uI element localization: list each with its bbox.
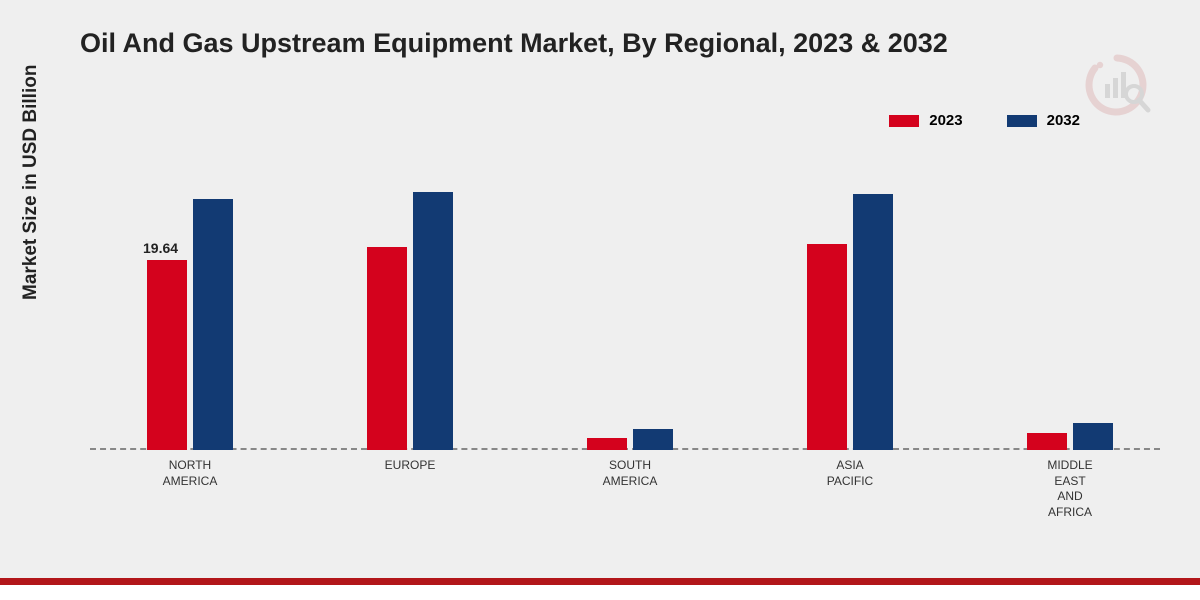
legend-item-2032: 2032 — [1007, 112, 1080, 129]
bar-group — [1027, 423, 1113, 450]
bar — [633, 429, 673, 450]
bar-value-label: 19.64 — [143, 240, 178, 256]
chart-title: Oil And Gas Upstream Equipment Market, B… — [80, 28, 948, 59]
bar-group: 19.64 — [147, 199, 233, 450]
bar — [587, 438, 627, 450]
bar — [1027, 433, 1067, 450]
bar — [367, 247, 407, 450]
x-axis-label: NORTH AMERICA — [130, 458, 250, 489]
bar-group — [587, 429, 673, 450]
legend-swatch-2023 — [889, 115, 919, 127]
x-axis-label: EUROPE — [350, 458, 470, 474]
bar — [413, 192, 453, 450]
bar-group — [807, 194, 893, 450]
x-axis-label: ASIA PACIFIC — [790, 458, 910, 489]
x-axis-label: MIDDLE EAST AND AFRICA — [1010, 458, 1130, 520]
bar — [147, 260, 187, 450]
legend: 2023 2032 — [889, 112, 1080, 129]
plot-area: 19.64 — [90, 160, 1160, 450]
legend-label-2023: 2023 — [929, 112, 962, 129]
bar-group — [367, 192, 453, 450]
brand-watermark-icon — [1082, 54, 1152, 121]
bar — [853, 194, 893, 450]
bar — [193, 199, 233, 450]
legend-item-2023: 2023 — [889, 112, 962, 129]
bar — [807, 244, 847, 450]
x-axis-label: SOUTH AMERICA — [570, 458, 690, 489]
footer-bar — [0, 578, 1200, 600]
legend-swatch-2032 — [1007, 115, 1037, 127]
bar — [1073, 423, 1113, 450]
legend-label-2032: 2032 — [1047, 112, 1080, 129]
y-axis-label: Market Size in USD Billion — [20, 65, 42, 300]
